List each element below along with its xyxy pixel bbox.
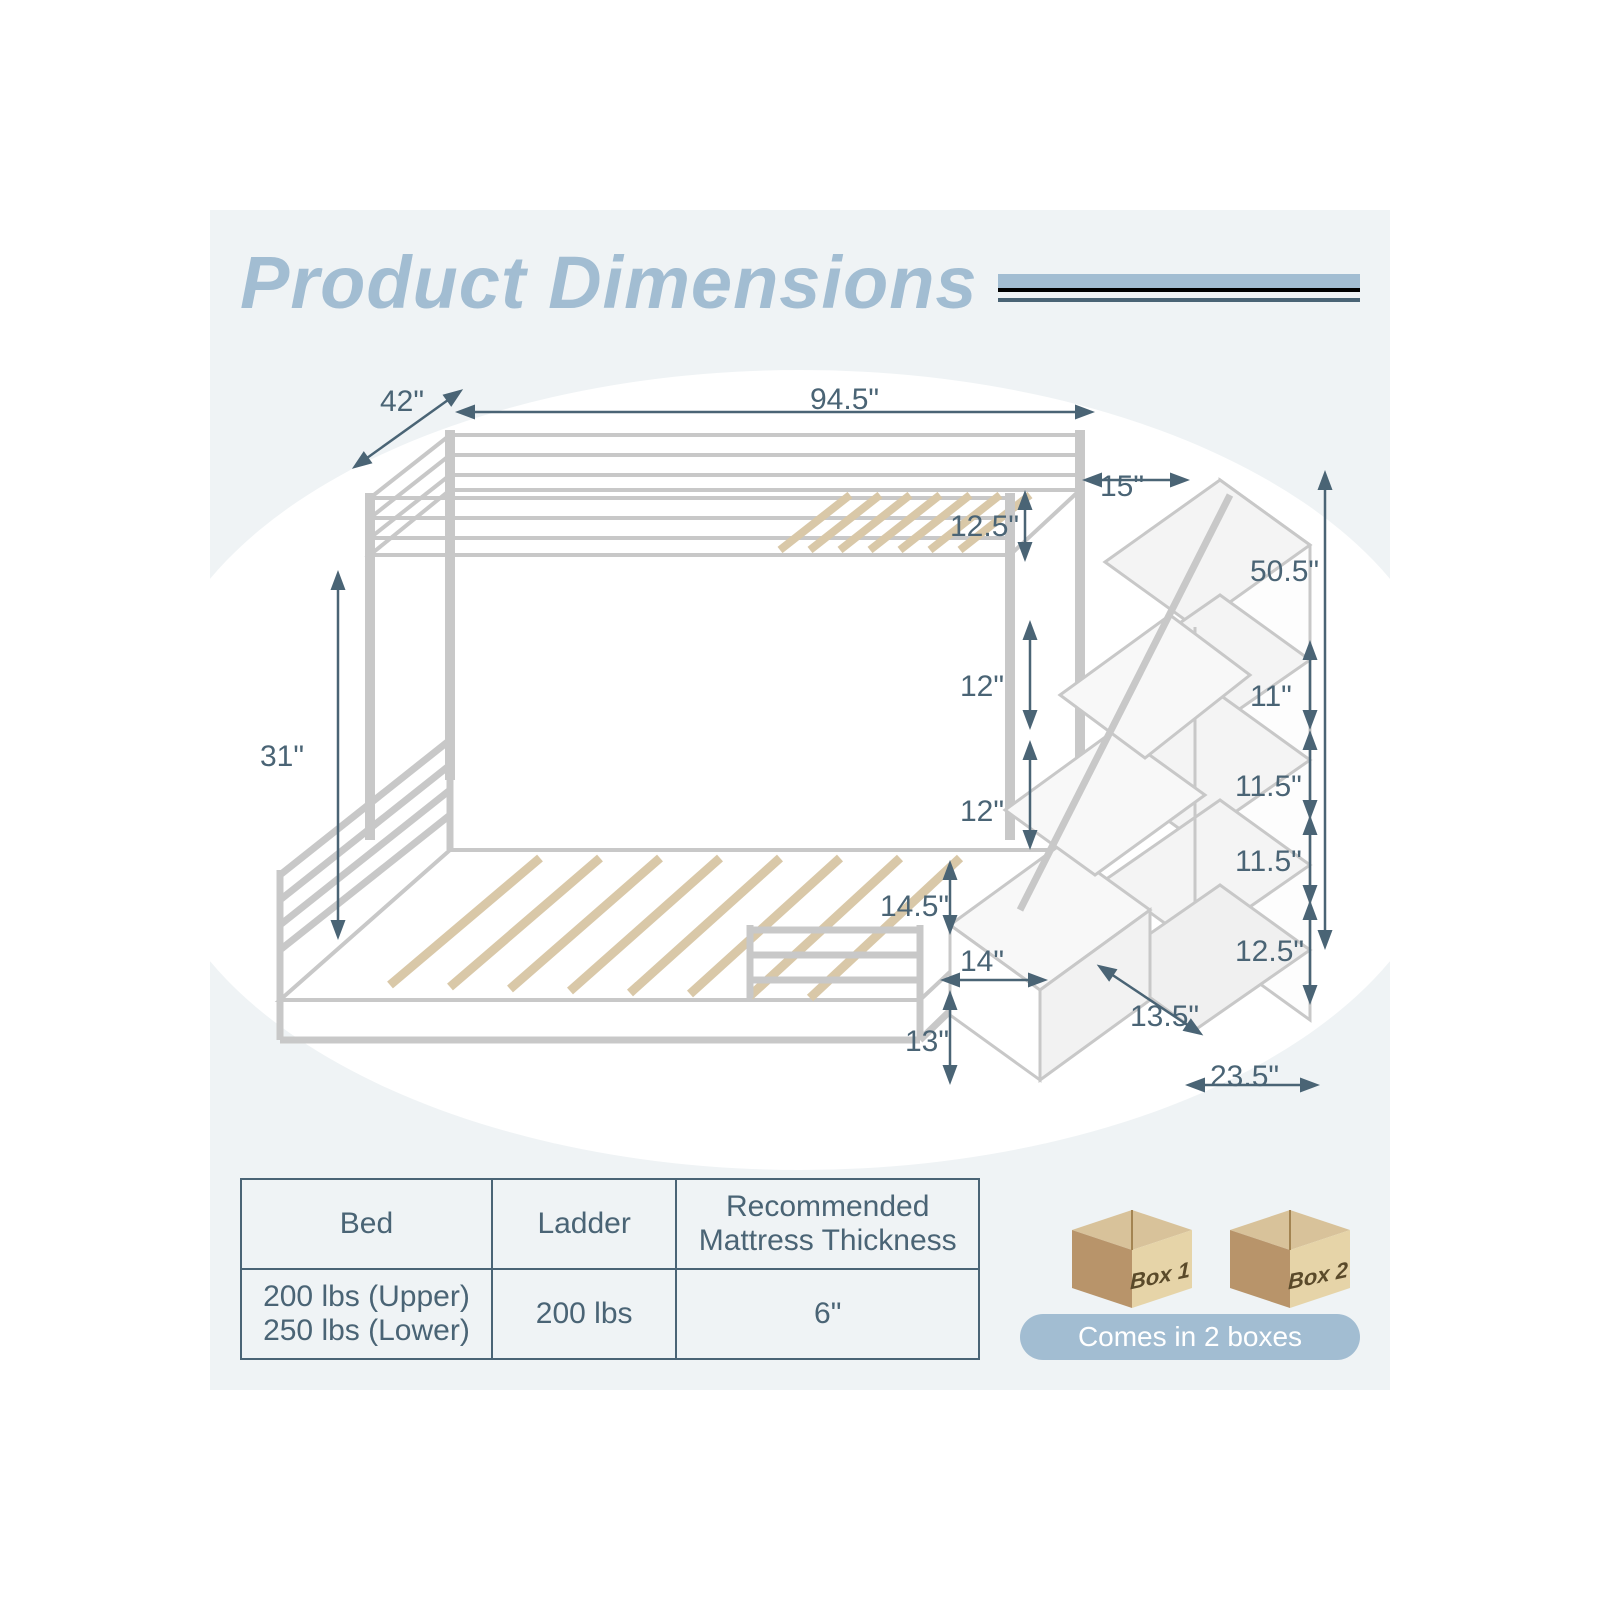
dim-shelf3_h: 11.5" [1235,845,1302,879]
product-card: Product Dimensions [210,210,1390,1390]
page-title: Product Dimensions [240,240,978,325]
shipping-pill: Comes in 2 boxes [1020,1314,1360,1360]
dim-stair_depth: 23.5" [1210,1060,1279,1094]
box-2-icon: Box 2 [1220,1190,1360,1310]
dim-shelf_w: 13.5" [1130,1000,1199,1034]
dim-rail_height: 12.5" [950,510,1019,544]
dim-top_width: 42" [380,385,424,419]
dim-stair_top_depth: 15" [1100,470,1144,504]
th-mattress: RecommendedMattress Thickness [676,1179,979,1269]
dim-top_length: 94.5" [810,383,879,417]
dimension-diagram: 42" 94.5" 12.5" 15" 50.5" 31" 12" 12" 14.5" 14" 13… [250,380,1350,1160]
dim-shelf2_h: 11.5" [1235,770,1302,804]
boxes-illustration: Box 1 Box 2 [1062,1190,1360,1310]
box-1-icon: Box 1 [1062,1190,1202,1310]
th-ladder: Ladder [492,1179,677,1269]
dim-step2_rise: 12" [960,670,1004,704]
dim-step1_tread: 14" [960,945,1004,979]
dim-clearance: 31" [260,740,304,774]
title-row: Product Dimensions [240,240,1360,325]
td-mattress: 6" [676,1269,979,1359]
title-underline [998,274,1360,292]
dim-shelf4_h: 12.5" [1235,935,1304,969]
dim-shelf1_h: 11" [1250,680,1292,714]
td-ladder: 200 lbs [492,1269,677,1359]
td-bed: 200 lbs (Upper)250 lbs (Lower) [241,1269,492,1359]
dim-step1_rise: 12" [960,795,1004,829]
spec-table: Bed Ladder RecommendedMattress Thickness… [240,1178,980,1360]
th-bed: Bed [241,1179,492,1269]
dim-step1_front_w: 13" [905,1025,949,1059]
bunk-bed-svg [250,380,1350,1160]
dim-total_height: 50.5" [1250,555,1319,589]
dim-step1_front_h: 14.5" [880,890,949,924]
